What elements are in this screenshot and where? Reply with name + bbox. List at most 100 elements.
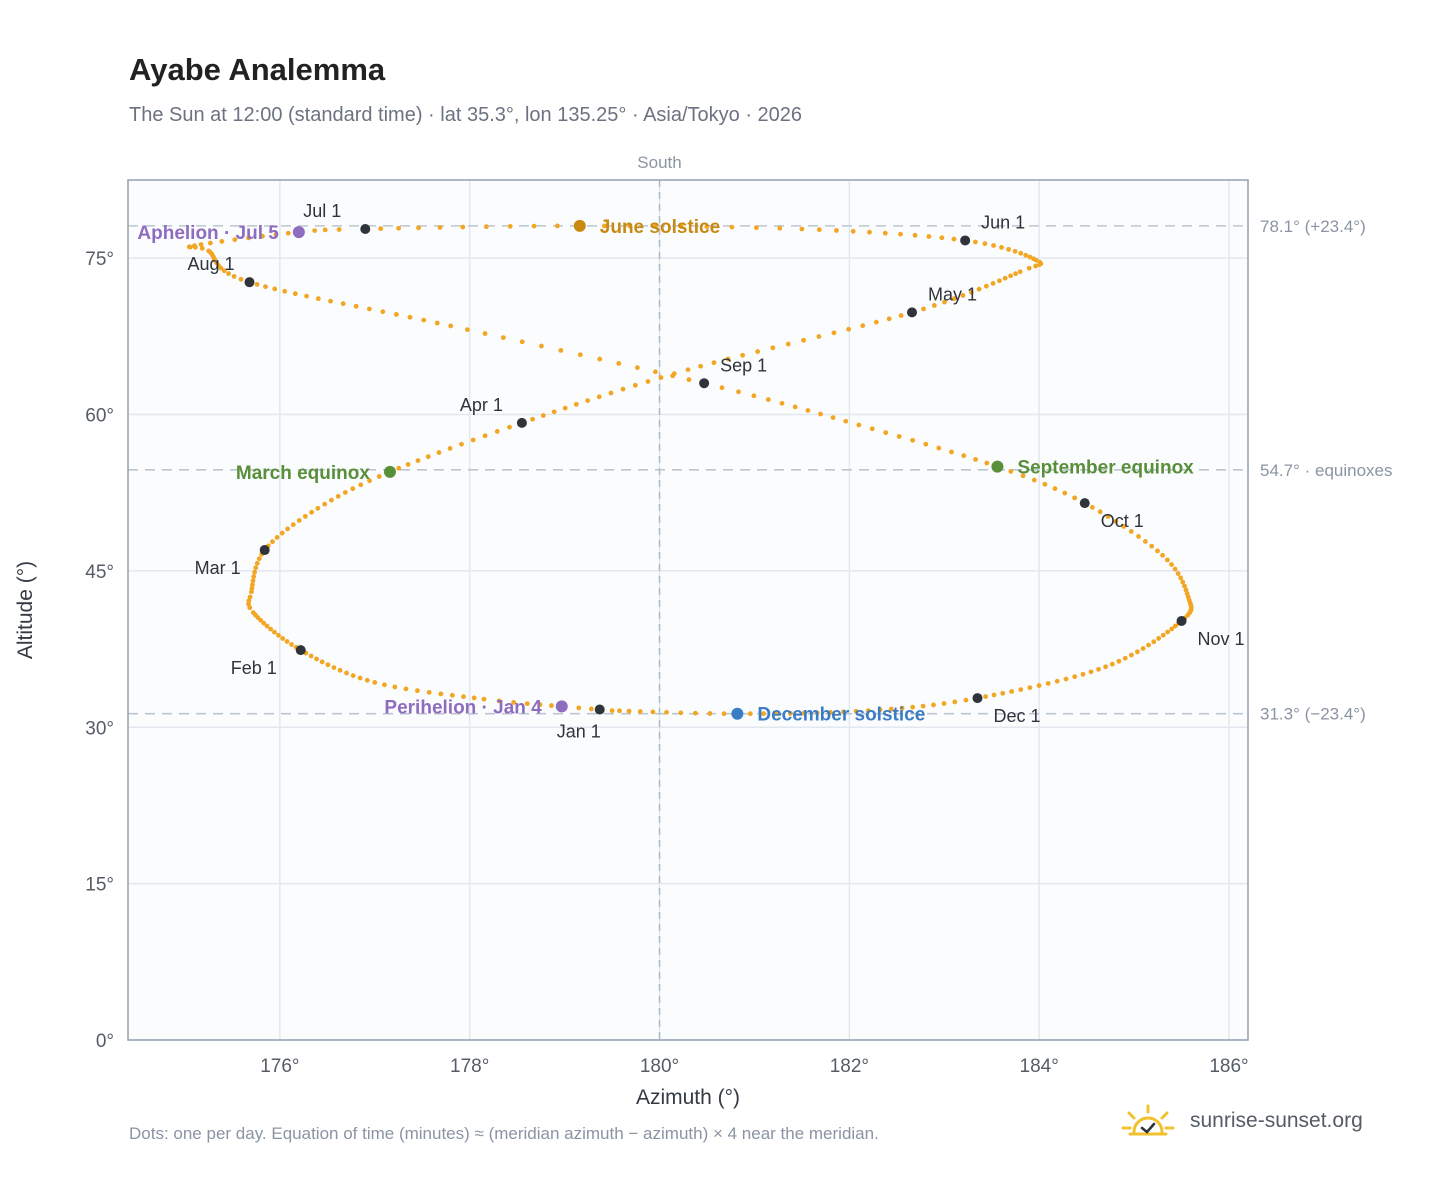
daily-dot bbox=[1008, 273, 1013, 279]
month-marker-label: Dec 1 bbox=[993, 706, 1040, 726]
daily-dot bbox=[686, 377, 692, 383]
daily-dot bbox=[843, 418, 849, 424]
month-marker-label: Sep 1 bbox=[720, 355, 767, 375]
month-marker-label: May 1 bbox=[928, 284, 977, 304]
daily-dot bbox=[331, 665, 337, 670]
brand-name[interactable]: sunrise-sunset.org bbox=[1190, 1109, 1363, 1132]
daily-dot bbox=[247, 605, 253, 611]
daily-dot bbox=[650, 709, 656, 715]
daily-dot bbox=[834, 228, 839, 233]
daily-dot bbox=[396, 465, 402, 471]
daily-dot bbox=[465, 327, 470, 333]
daily-dot bbox=[777, 225, 783, 231]
plot-border bbox=[127, 179, 1249, 1041]
reference-line-label: 31.3° (−23.4°) bbox=[1260, 705, 1366, 724]
footnote: Dots: one per day. Equation of time (min… bbox=[129, 1124, 879, 1143]
daily-dot bbox=[1172, 566, 1178, 572]
daily-dot bbox=[860, 323, 866, 329]
daily-dot bbox=[831, 330, 837, 336]
y-tick-label: 75° bbox=[85, 249, 114, 270]
daily-dot bbox=[774, 711, 780, 716]
daily-dot bbox=[785, 341, 791, 347]
daily-dot bbox=[653, 369, 658, 375]
daily-dot bbox=[314, 656, 319, 662]
reference-line-label: 78.1° (+23.4°) bbox=[1260, 217, 1366, 236]
month-marker-label: Nov 1 bbox=[1198, 629, 1245, 649]
daily-dot bbox=[779, 400, 785, 406]
daily-dot bbox=[597, 356, 603, 362]
brand[interactable]: sunrise-sunset.org bbox=[1120, 1104, 1363, 1138]
daily-dot bbox=[322, 501, 328, 507]
daily-dot bbox=[292, 291, 298, 297]
daily-dot bbox=[1105, 514, 1111, 519]
daily-dot bbox=[707, 711, 713, 716]
daily-dot bbox=[1134, 649, 1140, 655]
daily-dot bbox=[358, 482, 364, 488]
daily-dot bbox=[1018, 250, 1024, 256]
daily-dot bbox=[869, 426, 875, 432]
daily-dot bbox=[1045, 681, 1051, 686]
daily-dot bbox=[1172, 623, 1178, 629]
daily-dot bbox=[380, 309, 386, 315]
daily-dot bbox=[973, 239, 978, 245]
daily-dot bbox=[588, 706, 594, 712]
daily-dot bbox=[951, 296, 957, 302]
daily-dot bbox=[329, 497, 334, 503]
daily-dot bbox=[678, 223, 684, 229]
daily-dot bbox=[1121, 523, 1127, 529]
daily-dot bbox=[999, 244, 1004, 250]
daily-dot bbox=[770, 345, 776, 351]
daily-dot bbox=[685, 367, 691, 373]
daily-dot bbox=[263, 284, 268, 290]
daily-dot bbox=[1036, 683, 1042, 688]
daily-dot bbox=[494, 429, 500, 434]
daily-dot bbox=[1116, 658, 1122, 664]
daily-dot bbox=[816, 227, 822, 233]
special-point bbox=[991, 460, 1004, 473]
daily-dot bbox=[765, 397, 771, 402]
daily-dot bbox=[496, 698, 502, 704]
y-tick-label: 15° bbox=[85, 875, 114, 896]
daily-dot bbox=[596, 394, 602, 400]
daily-dot bbox=[315, 505, 321, 511]
daily-dot bbox=[576, 705, 582, 711]
daily-dot bbox=[1096, 666, 1101, 672]
daily-dot bbox=[801, 337, 807, 343]
special-point-label: September equinox bbox=[1017, 458, 1194, 479]
x-tick-label: 180° bbox=[640, 1056, 679, 1077]
sun-logo-icon bbox=[1121, 1104, 1175, 1136]
month-marker bbox=[699, 378, 710, 389]
month-marker bbox=[1176, 615, 1187, 626]
daily-dot bbox=[378, 226, 384, 232]
daily-dot bbox=[519, 339, 525, 345]
month-marker bbox=[259, 545, 270, 556]
daily-dot bbox=[416, 225, 421, 231]
daily-dot bbox=[747, 711, 753, 717]
daily-dot bbox=[1018, 687, 1024, 692]
daily-dot bbox=[846, 326, 852, 332]
daily-dot bbox=[888, 706, 894, 712]
daily-dot bbox=[990, 281, 996, 286]
daily-dot bbox=[342, 490, 348, 495]
daily-dot bbox=[302, 513, 308, 519]
daily-dot bbox=[1113, 518, 1119, 524]
daily-dot bbox=[627, 223, 633, 229]
daily-dot bbox=[312, 228, 318, 234]
daily-dot bbox=[1178, 575, 1184, 581]
daily-dot bbox=[818, 411, 823, 417]
daily-dot bbox=[289, 642, 294, 647]
daily-dot bbox=[616, 360, 622, 366]
daily-dot bbox=[1182, 583, 1187, 589]
chart-title: Ayabe Analemma bbox=[129, 52, 386, 87]
daily-dot bbox=[396, 225, 401, 231]
daily-dot bbox=[285, 230, 291, 236]
daily-dot bbox=[272, 629, 277, 635]
month-marker bbox=[360, 223, 371, 234]
daily-dot bbox=[1027, 685, 1033, 691]
daily-dot bbox=[912, 232, 918, 238]
daily-dot bbox=[1165, 629, 1171, 635]
daily-dot bbox=[471, 695, 477, 701]
month-marker-label: Jul 1 bbox=[303, 201, 341, 221]
daily-dot bbox=[1054, 678, 1060, 684]
daily-dot bbox=[460, 224, 466, 230]
